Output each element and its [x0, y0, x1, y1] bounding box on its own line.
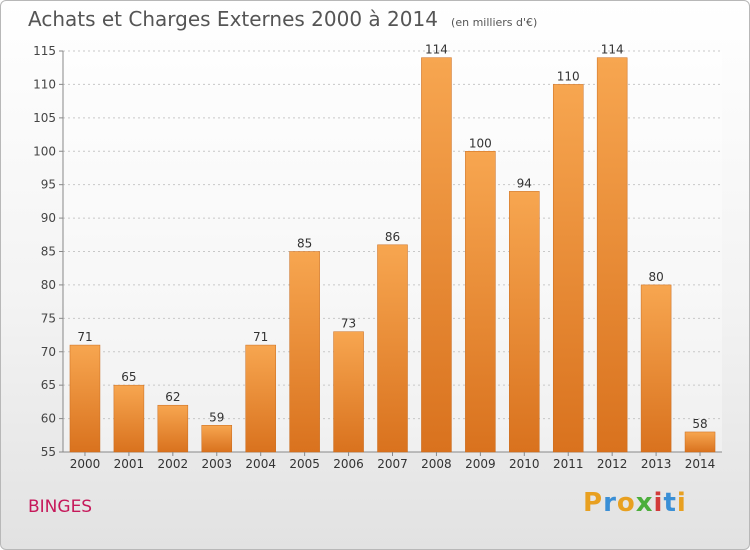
x-tick-label: 2004 [245, 457, 276, 471]
chart-title: Achats et Charges Externes 2000 à 2014 [28, 7, 438, 31]
bar-value-label: 100 [469, 136, 492, 150]
bar [684, 431, 716, 453]
x-tick-label: 2000 [70, 457, 101, 471]
bar [465, 151, 496, 453]
x-tick-label: 2006 [333, 457, 364, 471]
bar [509, 191, 540, 453]
y-tick-label: 85 [41, 245, 56, 259]
bar-value-label: 58 [692, 417, 707, 431]
x-tick-label: 2007 [377, 457, 408, 471]
y-tick-label: 95 [41, 178, 56, 192]
bar [157, 404, 189, 453]
y-tick-label: 110 [33, 77, 56, 91]
x-tick-label: 2010 [509, 457, 540, 471]
logo-letter: r [603, 488, 617, 518]
x-tick-label: 2001 [114, 457, 145, 471]
y-tick-label: 70 [41, 345, 56, 359]
bar-value-label: 71 [253, 330, 268, 344]
y-tick-label: 115 [33, 44, 56, 58]
bar [552, 84, 584, 453]
bar [245, 344, 276, 453]
logo-letter: i [653, 488, 664, 518]
proxiti-logo: Proxiti [583, 488, 687, 518]
x-tick-label: 2008 [421, 457, 452, 471]
bar [289, 251, 320, 453]
bar-value-label: 73 [341, 317, 356, 331]
x-tick-label: 2014 [685, 457, 716, 471]
y-tick-label: 105 [33, 111, 56, 125]
bar-value-label: 114 [425, 43, 448, 57]
x-tick-label: 2011 [553, 457, 584, 471]
bar [421, 57, 452, 453]
bar [113, 384, 145, 453]
bar-value-label: 94 [517, 176, 532, 190]
bar-value-label: 110 [557, 69, 580, 83]
commune-name: BINGES [28, 497, 93, 517]
chart-title-block: Achats et Charges Externes 2000 à 2014 (… [28, 7, 537, 31]
chart-unit: (en milliers d'€) [451, 16, 538, 29]
bar [201, 425, 233, 453]
bar-value-label: 80 [648, 270, 663, 284]
bar-value-label: 59 [209, 410, 224, 424]
logo-letter: i [676, 488, 687, 518]
x-tick-label: 2012 [597, 457, 628, 471]
x-tick-label: 2002 [158, 457, 189, 471]
x-tick-label: 2003 [201, 457, 232, 471]
bar [596, 57, 628, 453]
x-tick-label: 2013 [641, 457, 672, 471]
y-tick-label: 100 [33, 144, 56, 158]
bar [333, 331, 364, 453]
bar-value-label: 71 [77, 330, 92, 344]
bar [377, 244, 408, 453]
bar [640, 284, 672, 453]
logo-letter: o [616, 488, 636, 518]
bar-value-label: 86 [385, 230, 400, 244]
bar-value-label: 62 [165, 390, 180, 404]
y-tick-label: 55 [41, 445, 56, 459]
logo-letter: t [663, 488, 677, 518]
bar [69, 344, 101, 453]
x-tick-label: 2009 [465, 457, 496, 471]
y-tick-label: 90 [41, 211, 56, 225]
y-tick-label: 65 [41, 378, 56, 392]
y-tick-label: 80 [41, 278, 56, 292]
x-tick-label: 2005 [289, 457, 320, 471]
logo-letter: x [635, 488, 654, 518]
y-tick-label: 75 [41, 311, 56, 325]
bar-value-label: 114 [601, 43, 624, 57]
bar-value-label: 85 [297, 237, 312, 251]
y-tick-label: 60 [41, 412, 56, 426]
logo-letter: P [583, 488, 604, 518]
bar-value-label: 65 [121, 370, 136, 384]
